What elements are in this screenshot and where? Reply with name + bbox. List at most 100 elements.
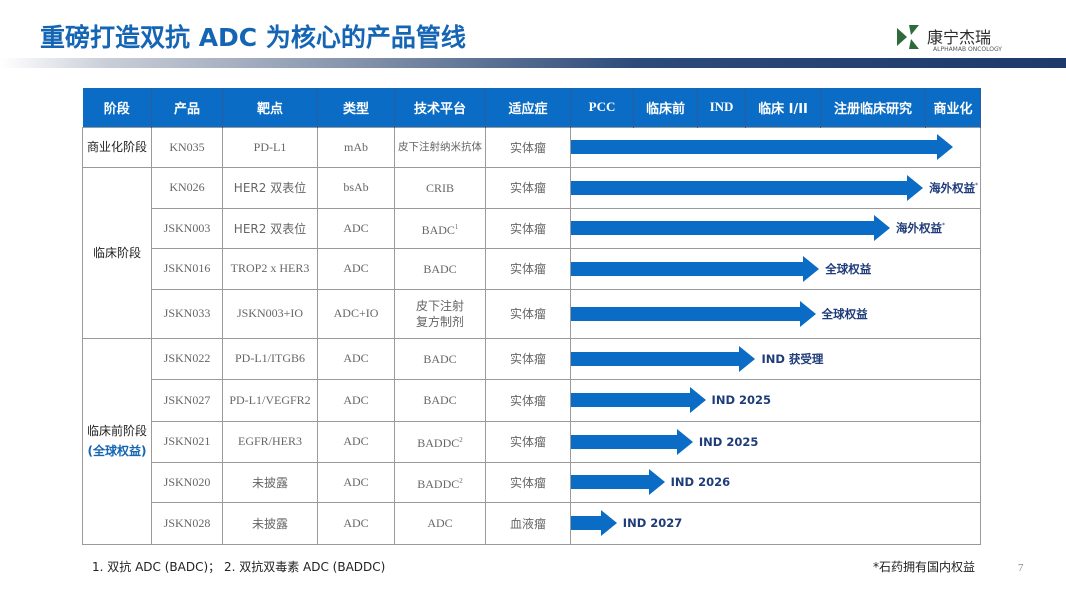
progress-arrow	[571, 134, 953, 160]
product-cell: JSKN020	[151, 461, 223, 503]
header-stage: 阶段	[82, 88, 152, 127]
header-product: 产品	[151, 88, 223, 127]
type-cell: ADC+IO	[317, 288, 395, 339]
platform-cell: BADDC2	[394, 420, 486, 463]
indication-cell: 实体瘤	[485, 337, 571, 380]
type-cell: ADC	[317, 247, 395, 290]
footnote: 1. 双抗 ADC (BADC)； 2. 双抗双毒素 ADC (BADDC)	[92, 560, 386, 574]
platform-cell: BADC1	[394, 207, 486, 249]
target-cell: HER2 双表位	[222, 166, 318, 209]
rights-label: 全球权益	[821, 306, 868, 321]
target-cell: PD-L1	[222, 126, 318, 168]
product-cell: KN035	[151, 126, 223, 168]
rights-note: *石药拥有国内权益	[873, 560, 976, 574]
timeline-cell: IND 2027	[570, 501, 981, 545]
header-type: 类型	[317, 88, 395, 127]
product-cell: KN026	[151, 166, 223, 209]
product-cell: JSKN021	[151, 420, 223, 463]
indication-cell: 血液瘤	[485, 501, 571, 545]
indication-cell: 实体瘤	[485, 288, 571, 339]
header-band	[0, 58, 1066, 68]
timeline-cell: 海外权益*	[570, 166, 981, 209]
product-cell: JSKN033	[151, 288, 223, 339]
header-target: 靶点	[222, 88, 318, 127]
type-cell: ADC	[317, 207, 395, 249]
timeline-cell: 全球权益	[570, 247, 981, 290]
table-row: JSKN021 EGFR/HER3 ADC BADDC2 实体瘤 IND 2025	[83, 420, 981, 463]
rights-label: 全球权益	[825, 261, 872, 276]
phase-ind: IND	[697, 88, 746, 127]
rights-label: IND 获受理	[761, 351, 824, 366]
product-cell: JSKN016	[151, 247, 223, 290]
indication-cell: 实体瘤	[485, 247, 571, 290]
table-row: JSKN027 PD-L1/VEGFR2 ADC BADC 实体瘤 IND 2025	[83, 378, 981, 422]
platform-cell: BADC	[394, 378, 486, 422]
target-cell: EGFR/HER3	[222, 420, 318, 463]
table-row: 临床阶段 KN026 HER2 双表位 bsAb CRIB 实体瘤 海外权益*	[82, 166, 981, 339]
table-row: JSKN033 JSKN003+IO ADC+IO 皮下注射 复方制剂 实体瘤 全球权益	[83, 288, 981, 339]
product-cell: JSKN027	[151, 378, 223, 422]
phase-preclinical: 临床前	[633, 88, 698, 127]
stage-clinical: 临床阶段	[82, 166, 152, 339]
timeline-cell	[570, 126, 981, 168]
timeline-cell: IND 2025	[570, 420, 981, 463]
rights-label: 海外权益*	[929, 180, 979, 195]
indication-cell: 实体瘤	[485, 420, 571, 463]
progress-arrow	[571, 387, 706, 413]
header-platform: 技术平台	[394, 88, 486, 127]
page-title: 重磅打造双抗 ADC 为核心的产品管线	[40, 23, 466, 52]
indication-cell: 实体瘤	[485, 461, 571, 503]
target-cell: JSKN003+IO	[222, 288, 318, 339]
platform-cell: BADC	[394, 337, 486, 380]
company-logo: 康宁杰瑞 ALPHAMAB ONCOLOGY	[893, 22, 1002, 53]
stage-preclinical: 临床前阶段 (全球权益)	[82, 337, 152, 545]
header-row: 阶段 产品 靶点 类型 技术平台 适应症 PCC 临床前 IND 临床 I/II…	[82, 88, 981, 127]
pipeline-table: 阶段 产品 靶点 类型 技术平台 适应症 PCC 临床前 IND 临床 I/II…	[82, 88, 981, 545]
rights-label: 海外权益*	[896, 221, 946, 235]
timeline-cell: 海外权益*	[570, 207, 981, 249]
type-cell: mAb	[317, 126, 395, 168]
table-row: JSKN020 未披露 ADC BADDC2 实体瘤 IND 2026	[83, 461, 981, 503]
progress-arrow	[571, 428, 693, 455]
page-number: 7	[1018, 562, 1024, 574]
table-row: JSKN016 TROP2 x HER3 ADC BADC 实体瘤 全球权益	[83, 247, 981, 290]
product-cell: JSKN022	[151, 337, 223, 380]
logo-mark-icon	[897, 25, 919, 49]
type-cell: ADC	[317, 420, 395, 463]
stage-commercial: 商业化阶段	[82, 126, 152, 168]
timeline-cell: IND 2026	[570, 461, 981, 503]
type-cell: ADC	[317, 461, 395, 503]
target-cell: HER2 双表位	[222, 207, 318, 249]
progress-arrow	[571, 215, 891, 241]
target-cell: 未披露	[222, 461, 318, 503]
phase-commercial: 商业化	[925, 88, 981, 127]
timeline-cell: IND 2025	[570, 378, 981, 422]
table-row: JSKN003 HER2 双表位 ADC BADC1 实体瘤 海外权益*	[83, 207, 981, 249]
rights-label: IND 2026	[670, 475, 731, 489]
platform-cell: BADDC2	[394, 461, 486, 503]
target-cell: PD-L1/ITGB6	[222, 337, 318, 380]
platform-cell: BADC	[394, 247, 486, 290]
table-row: 商业化阶段 KN035 PD-L1 mAb 皮下注射纳米抗体 实体瘤	[82, 126, 981, 168]
target-cell: 未披露	[222, 501, 318, 545]
timeline-cell: IND 获受理	[570, 337, 981, 380]
indication-cell: 实体瘤	[485, 378, 571, 422]
indication-cell: 实体瘤	[485, 126, 571, 168]
indication-cell: 实体瘤	[485, 166, 571, 209]
platform-cell: ADC	[394, 501, 486, 545]
product-cell: JSKN003	[151, 207, 223, 249]
progress-arrow	[571, 345, 756, 372]
phase-pcc: PCC	[570, 88, 634, 127]
phase-registration: 注册临床研究	[820, 88, 926, 127]
phase-clinical: 临床 I/II	[745, 88, 821, 127]
product-cell: JSKN028	[151, 501, 223, 545]
platform-cell: 皮下注射纳米抗体	[394, 126, 486, 168]
progress-arrow	[571, 510, 617, 536]
platform-cell: 皮下注射 复方制剂	[394, 288, 486, 339]
indication-cell: 实体瘤	[485, 207, 571, 249]
type-cell: ADC	[317, 501, 395, 545]
rights-label: IND 2025	[698, 434, 759, 449]
progress-arrow	[571, 174, 924, 201]
type-cell: bsAb	[317, 166, 395, 209]
target-cell: TROP2 x HER3	[222, 247, 318, 290]
